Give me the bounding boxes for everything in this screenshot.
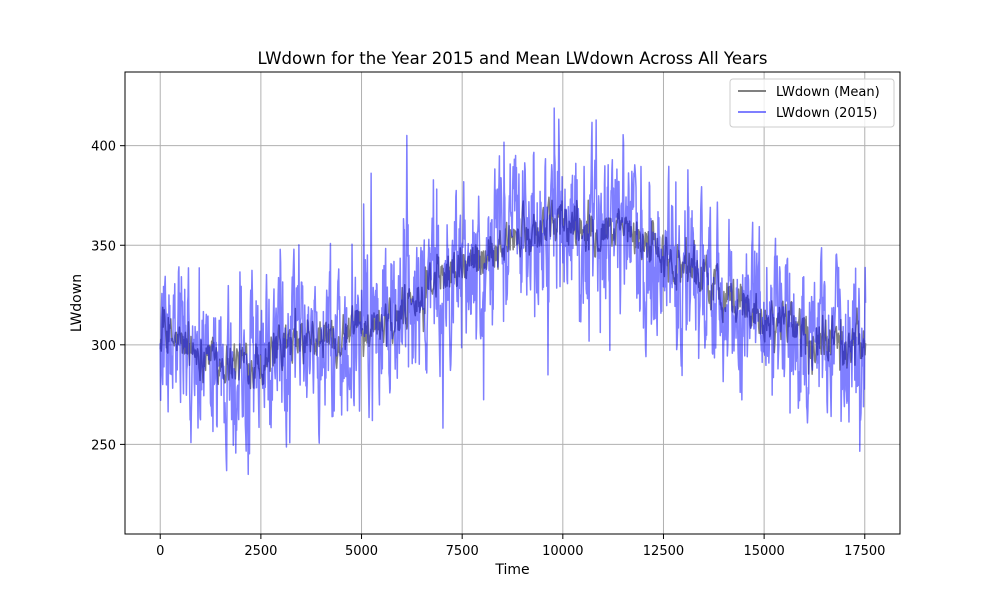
legend-label-2015: LWdown (2015) xyxy=(776,106,877,121)
x-tick-label: 7500 xyxy=(446,544,479,559)
legend-box xyxy=(729,78,895,128)
legend: LWdown (Mean) LWdown (2015) xyxy=(729,78,895,128)
y-tick-label: 250 xyxy=(91,438,116,453)
y-axis-ticks: 250 300 350 400 xyxy=(91,140,125,453)
x-tick-label: 10000 xyxy=(542,544,583,559)
x-tick-label: 15000 xyxy=(743,544,784,559)
x-tick-label: 0 xyxy=(156,544,164,559)
x-axis-title: Time xyxy=(494,562,529,578)
chart-title: LWdown for the Year 2015 and Mean LWdown… xyxy=(258,49,768,68)
x-tick-label: 2500 xyxy=(244,544,277,559)
x-tick-label: 17500 xyxy=(844,544,885,559)
legend-label-mean: LWdown (Mean) xyxy=(776,85,880,100)
y-tick-label: 350 xyxy=(91,239,116,254)
plot-frame xyxy=(124,71,901,535)
x-tick-label: 12500 xyxy=(643,544,684,559)
y-axis-title: LWdown xyxy=(69,274,85,332)
series-line-2015 xyxy=(159,107,867,476)
series-layer xyxy=(159,107,867,476)
y-tick-label: 300 xyxy=(91,339,116,354)
y-tick-label: 400 xyxy=(91,140,116,155)
x-tick-label: 5000 xyxy=(345,544,378,559)
x-axis-ticks: 0 2500 5000 7500 10000 12500 15000 17500 xyxy=(156,534,885,559)
plot-area xyxy=(159,107,867,476)
